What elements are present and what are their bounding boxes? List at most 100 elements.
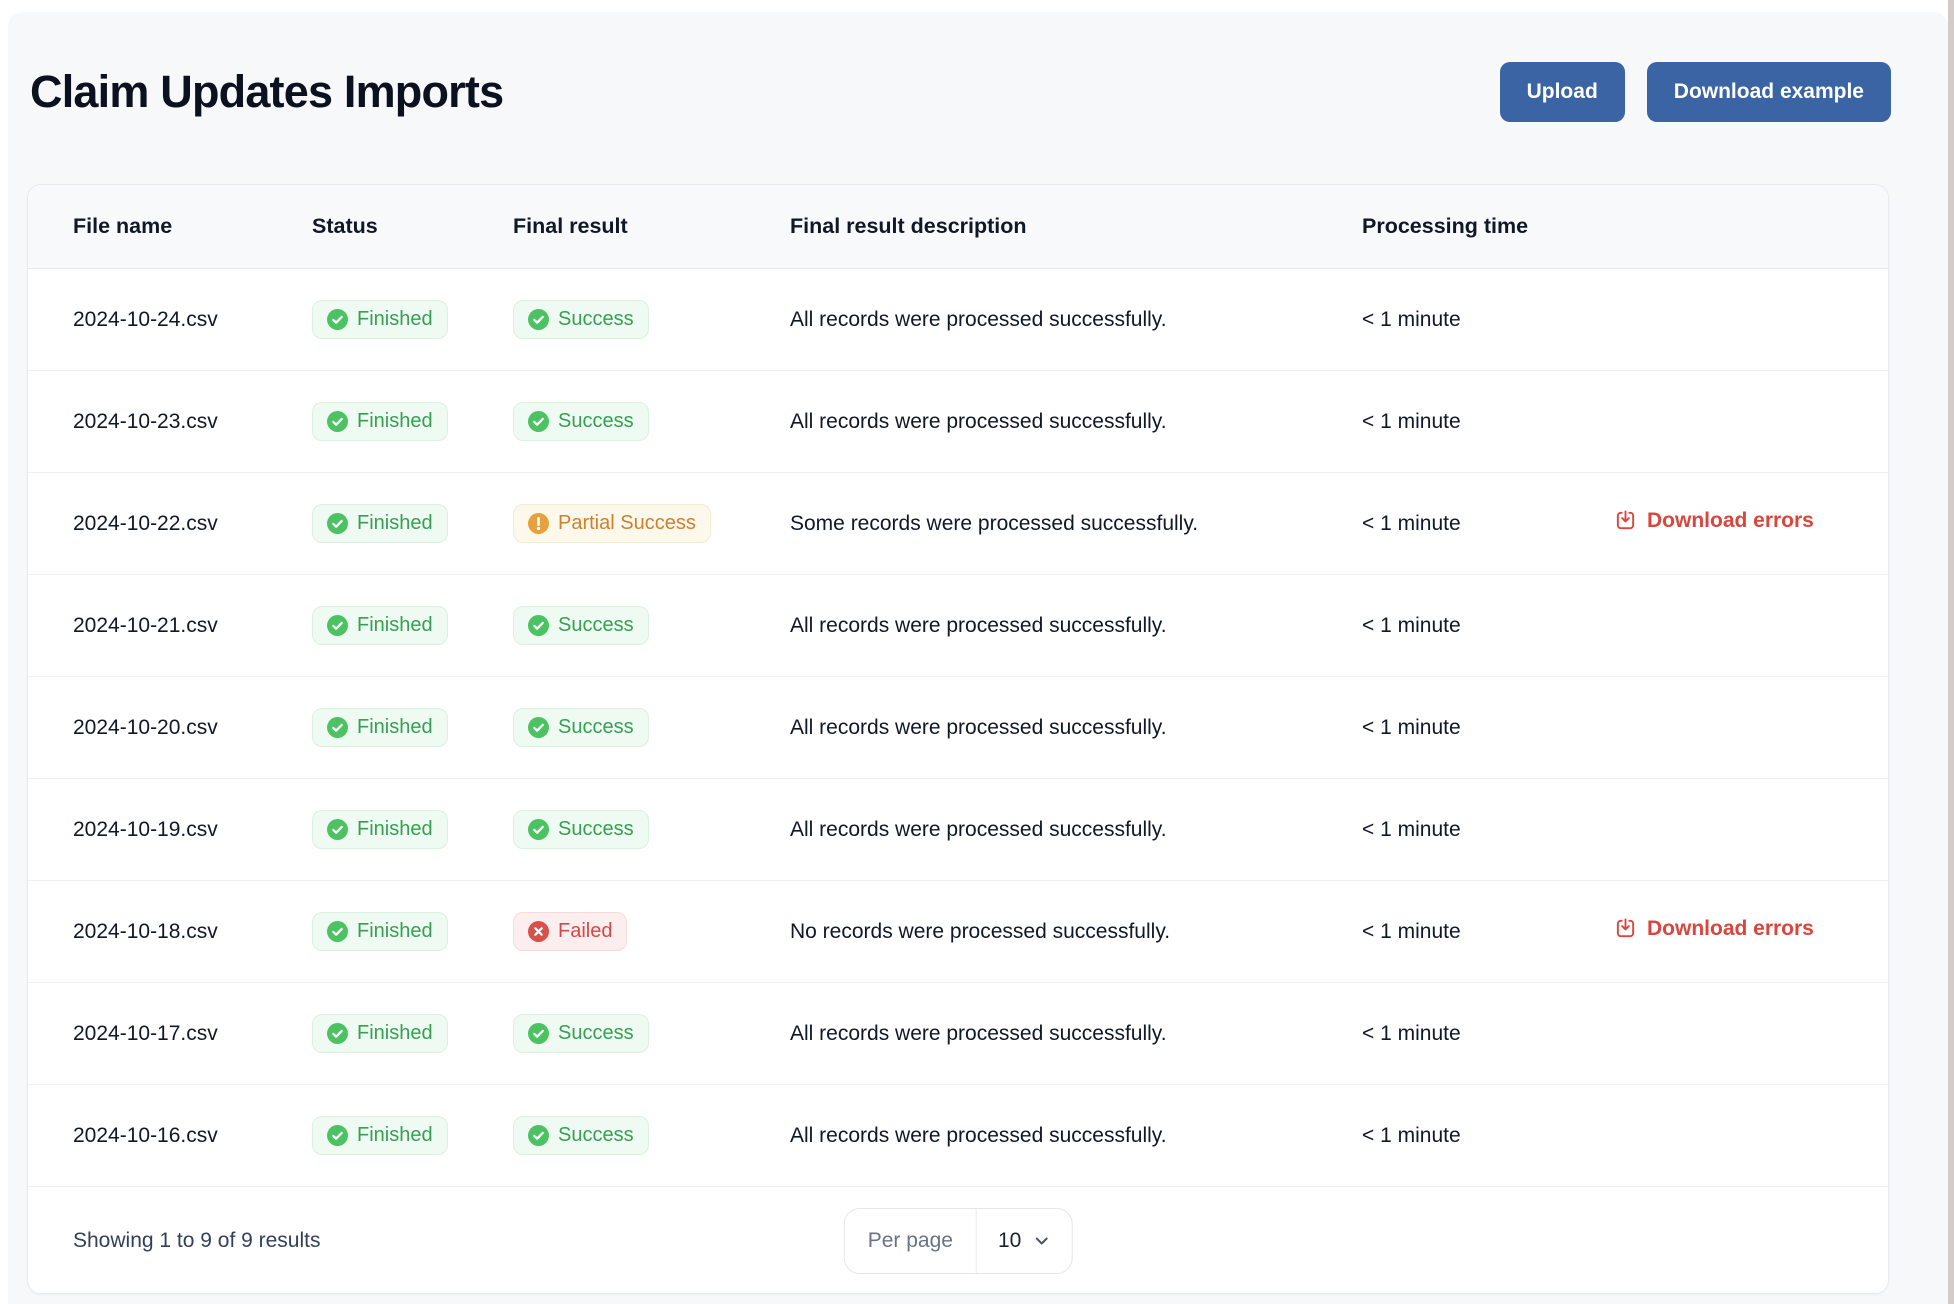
download-example-button[interactable]: Download example [1646,62,1891,122]
per-page-value[interactable]: 10 [977,1209,1071,1273]
status-badge-label: Finished [357,818,433,840]
chevron-down-icon [1032,1232,1050,1250]
errors-cell: Download errors [1614,509,1845,539]
imports-table-card: File name Status Final result Final resu… [27,184,1889,1294]
status-cell: Finished [312,300,513,339]
check-circle-icon [528,411,549,432]
download-errors-link[interactable]: Download errors [1614,917,1814,941]
final-result-cell: Success [513,1116,790,1155]
status-badge: Finished [312,708,448,747]
status-badge-label: Finished [357,716,433,738]
page-background: Claim Updates Imports Upload Download ex… [8,12,1948,1304]
final-result-cell: Success [513,402,790,441]
page-header: Claim Updates Imports Upload Download ex… [30,62,1891,122]
per-page-current: 10 [997,1229,1022,1252]
final-result-description-cell: No records were processed successfully. [790,919,1171,943]
final-result-description-cell: All records were processed successfully. [790,715,1167,739]
status-cell: Finished [312,912,513,951]
processing-time-cell: < 1 minute [1362,817,1461,841]
upload-button[interactable]: Upload [1499,62,1625,122]
file-name-cell: 2024-10-20.csv [73,715,218,739]
status-badge: Finished [312,912,448,951]
check-circle-icon [327,1023,348,1044]
table-row: 2024-10-20.csv Finished Success [28,677,1888,779]
download-tray-icon [1614,917,1637,940]
status-badge: Finished [312,1014,448,1053]
final-result-badge: Failed [513,912,628,951]
status-badge-label: Finished [357,410,433,432]
final-result-badge: Success [513,708,649,747]
status-badge: Finished [312,504,448,543]
status-badge-label: Finished [357,614,433,636]
final-result-badge-label: Success [558,614,634,636]
header-actions: Upload Download example [1499,62,1891,122]
check-circle-icon [327,309,348,330]
check-circle-icon [327,411,348,432]
status-cell: Finished [312,1014,513,1053]
status-badge-label: Finished [357,1124,433,1146]
final-result-badge: Success [513,810,649,849]
status-badge-label: Finished [357,512,433,534]
final-result-cell: Success [513,1014,790,1053]
per-page-label: Per page [845,1209,977,1273]
check-circle-icon [327,615,348,636]
results-summary: Showing 1 to 9 of 9 results [73,1229,321,1252]
status-badge-label: Finished [357,920,433,942]
check-circle-icon [327,1125,348,1146]
file-name-cell: 2024-10-22.csv [73,511,218,535]
window-edge-scrollbar[interactable] [1948,0,1954,1304]
final-result-badge-label: Failed [558,920,613,942]
table-header-row: File name Status Final result Final resu… [28,185,1888,269]
final-result-description-cell: All records were processed successfully. [790,1123,1167,1147]
final-result-badge: Success [513,402,649,441]
final-result-badge-label: Success [558,1124,634,1146]
final-result-cell: Partial Success [513,504,790,543]
status-badge-label: Finished [357,308,433,330]
final-result-cell: Success [513,606,790,645]
check-circle-icon [528,819,549,840]
download-errors-label: Download errors [1647,916,1814,940]
processing-time-cell: < 1 minute [1362,919,1461,943]
final-result-badge: Partial Success [513,504,711,543]
column-header-status: Status [312,214,378,238]
processing-time-cell: < 1 minute [1362,715,1461,739]
table-row: 2024-10-24.csv Finished Success [28,269,1888,371]
check-circle-icon [528,717,549,738]
column-header-file-name: File name [73,214,173,238]
status-cell: Finished [312,810,513,849]
file-name-cell: 2024-10-16.csv [73,1123,218,1147]
processing-time-cell: < 1 minute [1362,511,1461,535]
check-circle-icon [327,921,348,942]
check-circle-icon [327,717,348,738]
table-row: 2024-10-18.csv Finished Failed [28,881,1888,983]
status-badge: Finished [312,402,448,441]
final-result-badge: Success [513,606,649,645]
download-errors-label: Download errors [1647,508,1814,532]
status-cell: Finished [312,504,513,543]
status-cell: Finished [312,708,513,747]
final-result-description-cell: Some records were processed successfully… [790,511,1199,535]
download-errors-link[interactable]: Download errors [1614,509,1814,533]
processing-time-cell: < 1 minute [1362,307,1461,331]
processing-time-cell: < 1 minute [1362,1021,1461,1045]
per-page-select[interactable]: Per page 10 [843,1208,1073,1274]
status-cell: Finished [312,606,513,645]
status-cell: Finished [312,1116,513,1155]
table-body: 2024-10-24.csv Finished Success [28,269,1888,1187]
file-name-cell: 2024-10-24.csv [73,307,218,331]
final-result-badge-label: Success [558,410,634,432]
table-footer: Showing 1 to 9 of 9 results Per page 10 [28,1187,1888,1293]
column-header-final-result: Final result [513,214,628,238]
status-badge: Finished [312,810,448,849]
status-badge: Finished [312,606,448,645]
table-row: 2024-10-21.csv Finished Success [28,575,1888,677]
status-cell: Finished [312,402,513,441]
final-result-badge-label: Success [558,308,634,330]
check-circle-icon [327,513,348,534]
x-circle-icon [528,921,549,942]
exclamation-circle-icon [528,513,549,534]
check-circle-icon [528,309,549,330]
status-badge-label: Finished [357,1022,433,1044]
file-name-cell: 2024-10-17.csv [73,1021,218,1045]
final-result-badge-label: Partial Success [558,512,696,534]
